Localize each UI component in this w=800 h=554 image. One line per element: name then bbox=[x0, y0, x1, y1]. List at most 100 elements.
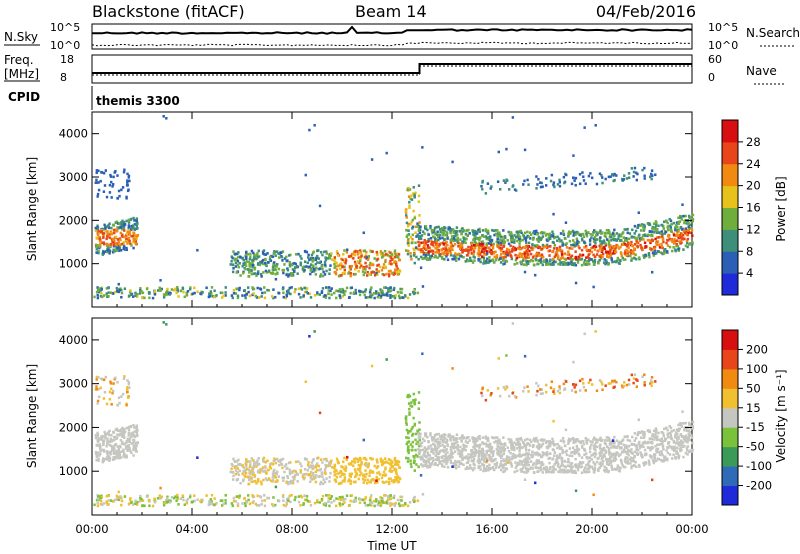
power-point bbox=[469, 248, 473, 252]
power-point bbox=[462, 255, 465, 259]
power-point bbox=[290, 286, 293, 289]
velocity-point bbox=[456, 440, 459, 444]
velocity-point bbox=[289, 461, 292, 464]
power-point bbox=[141, 296, 144, 300]
velocity-point bbox=[95, 443, 99, 447]
power-point bbox=[261, 262, 265, 266]
velocity-point bbox=[646, 446, 650, 449]
power-point bbox=[243, 263, 246, 266]
power-point bbox=[568, 262, 572, 265]
power-point bbox=[611, 234, 614, 237]
power-point bbox=[133, 227, 136, 231]
power-point bbox=[407, 233, 411, 236]
power-point bbox=[274, 295, 277, 299]
velocity-point bbox=[239, 481, 242, 485]
power-point bbox=[518, 245, 521, 248]
velocity-point bbox=[317, 475, 320, 479]
power-point bbox=[479, 236, 482, 239]
velocity-point bbox=[288, 480, 291, 484]
power-point bbox=[587, 174, 591, 178]
velocity-point bbox=[527, 452, 531, 456]
power-point bbox=[112, 175, 115, 179]
velocity-point bbox=[598, 447, 602, 450]
velocity-point bbox=[454, 459, 457, 463]
power-point bbox=[257, 270, 260, 273]
velocity-point bbox=[273, 457, 276, 461]
velocity-point bbox=[98, 445, 102, 448]
power-point bbox=[599, 236, 602, 239]
velocity-point bbox=[376, 465, 379, 469]
power-point bbox=[496, 237, 499, 241]
power-point bbox=[394, 252, 397, 256]
velocity-point bbox=[627, 448, 630, 452]
power-point bbox=[579, 234, 583, 237]
velocity-point bbox=[264, 477, 268, 480]
velocity-point bbox=[102, 448, 105, 452]
velocity-point bbox=[331, 465, 334, 469]
power-point bbox=[280, 255, 284, 259]
power-point bbox=[601, 176, 604, 179]
power-point bbox=[353, 260, 357, 264]
power-point bbox=[521, 238, 524, 242]
noise-left-tick-high: 10^5 bbox=[50, 21, 80, 34]
velocity-point bbox=[269, 463, 272, 466]
power-point bbox=[527, 253, 530, 256]
power-point bbox=[421, 285, 425, 288]
power-point bbox=[95, 169, 99, 172]
power-point bbox=[416, 247, 419, 251]
power-point bbox=[568, 247, 571, 250]
velocity-point bbox=[683, 428, 686, 432]
velocity-point bbox=[678, 443, 682, 447]
velocity-point bbox=[303, 467, 307, 471]
velocity-point bbox=[105, 450, 109, 454]
velocity-point bbox=[509, 443, 513, 447]
velocity-point bbox=[249, 460, 252, 463]
power-point bbox=[245, 255, 248, 259]
power-point bbox=[446, 258, 450, 262]
power-point bbox=[300, 257, 303, 260]
power-point bbox=[524, 244, 528, 248]
velocity-point bbox=[652, 429, 656, 433]
velocity-point bbox=[102, 441, 105, 445]
velocity-point bbox=[440, 463, 444, 466]
velocity-point bbox=[231, 464, 234, 467]
velocity-point bbox=[441, 438, 444, 442]
power-point bbox=[510, 232, 513, 236]
velocity-point bbox=[673, 448, 676, 452]
power-point bbox=[100, 286, 103, 290]
power-point bbox=[556, 248, 559, 252]
power-point bbox=[132, 237, 135, 240]
velocity-point bbox=[98, 452, 102, 456]
power-point bbox=[439, 230, 442, 234]
power-point bbox=[561, 244, 564, 247]
velocity-point bbox=[376, 481, 379, 484]
velocity-point bbox=[442, 454, 445, 458]
velocity-point bbox=[244, 468, 247, 472]
velocity-point bbox=[574, 457, 577, 461]
velocity-point bbox=[111, 391, 114, 395]
power-point bbox=[457, 257, 461, 261]
power-point bbox=[635, 237, 639, 241]
velocity-point bbox=[274, 461, 277, 465]
power-point bbox=[552, 241, 555, 244]
power-point bbox=[138, 292, 142, 295]
velocity-point bbox=[398, 466, 401, 469]
velocity-point bbox=[103, 430, 106, 434]
power-point bbox=[294, 288, 297, 291]
velocity-point bbox=[133, 430, 137, 433]
velocity-point bbox=[120, 442, 124, 445]
power-point bbox=[412, 209, 415, 213]
power-point bbox=[510, 238, 513, 242]
velocity-point bbox=[606, 439, 609, 442]
velocity-point bbox=[122, 430, 126, 433]
power-point bbox=[477, 254, 480, 257]
velocity-point bbox=[477, 435, 480, 439]
power-point bbox=[414, 246, 418, 249]
power-point bbox=[595, 238, 599, 241]
power-point bbox=[460, 255, 463, 258]
power-point bbox=[417, 237, 421, 241]
power-point bbox=[660, 230, 663, 233]
velocity-point bbox=[545, 445, 549, 449]
power-point bbox=[339, 262, 343, 265]
velocity-point bbox=[325, 477, 328, 480]
